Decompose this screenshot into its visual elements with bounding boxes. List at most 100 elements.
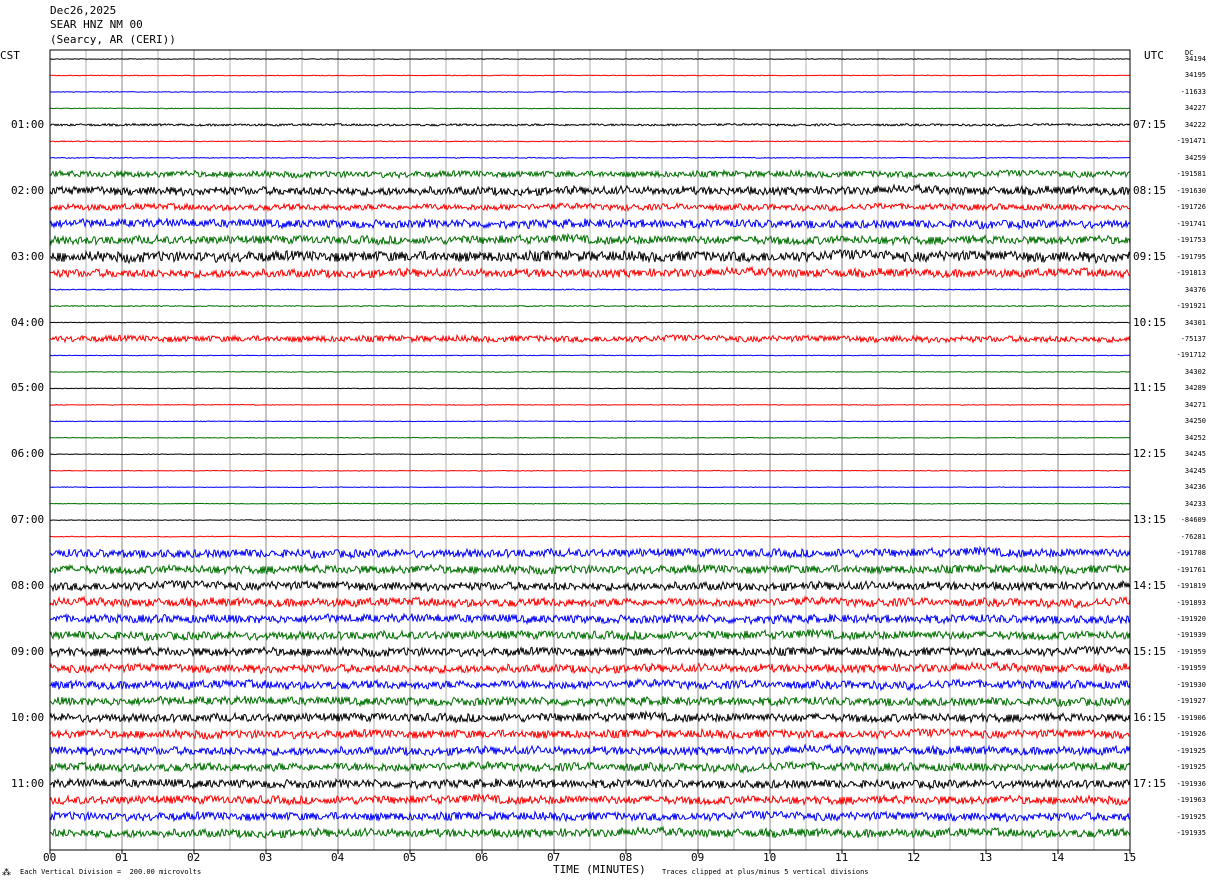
left-hour-label: 05:00 [11,381,45,395]
logo-icon: ⁂ [2,868,11,878]
plot-frame [49,49,1131,854]
seismic-trace-line [49,58,1131,60]
dc-offset-label: -191925 [1176,763,1206,772]
x-tick-label: 04 [331,851,345,864]
seismic-trace-line [49,370,1131,373]
right-hour-label: 10:15 [1133,315,1167,329]
seismic-trace-line [49,140,1131,143]
seismic-trace-line [49,535,1131,538]
dc-offset-label: -191795 [1176,252,1206,261]
dc-offset-label: 34376 [1184,285,1206,294]
dc-offset-label: -191959 [1176,664,1206,673]
seismic-trace-line [49,777,1131,791]
seismic-traces [49,58,1131,840]
seismic-trace-line [49,122,1131,127]
dc-offset-label: 34252 [1184,433,1206,442]
seismic-trace-line [49,660,1131,675]
x-tick-label: 06 [475,851,489,864]
dc-offset-label: -191712 [1176,351,1206,360]
seismic-trace-line [49,792,1131,807]
seismic-trace-line [49,248,1131,265]
x-tick-label: 00 [43,851,57,864]
seismic-trace-line [49,545,1131,560]
dc-offset-label: -191906 [1176,713,1206,722]
dc-offset-label: -191708 [1176,549,1206,558]
dc-offset-label: 34222 [1184,120,1206,129]
seismic-trace-line [49,183,1131,197]
x-tick-label: 05 [403,851,417,864]
seismic-trace-line [49,710,1131,724]
right-hour-label: 12:15 [1133,447,1167,461]
seismic-trace-line [49,321,1131,324]
seismic-trace-line [49,201,1130,213]
dc-offset-label: 34289 [1184,384,1206,393]
dc-offset-label: -76281 [1180,532,1206,541]
right-hour-label: 11:15 [1133,381,1167,395]
seismic-trace-line [49,453,1131,456]
dc-offset-label: -191925 [1176,746,1206,755]
right-hour-label: 15:15 [1133,644,1167,658]
x-tick-label: 01 [115,851,129,864]
dc-offset-label: -191819 [1176,582,1206,591]
dc-offset-label: -191921 [1176,302,1206,311]
dc-offset-label: -191581 [1176,170,1206,179]
dc-offset-label: 34245 [1184,466,1206,475]
seismic-trace-line [49,265,1131,280]
dc-offset-label: 34227 [1184,104,1206,113]
left-hour-label: 11:00 [11,776,45,790]
seismic-trace-line [49,627,1131,642]
dc-offset-label: -191726 [1176,203,1206,212]
clip-note: Traces clipped at plus/minus 5 vertical … [662,868,869,876]
dc-offset-label: -191963 [1176,796,1206,805]
dc-offset-label: -75137 [1180,334,1206,343]
seismic-trace-line [49,825,1131,840]
dc-offset-label: -84609 [1180,516,1206,525]
seismic-trace-line [49,156,1131,159]
seismic-trace-line [49,288,1131,291]
right-hour-label: 17:15 [1133,776,1167,790]
seismic-trace-line [49,502,1131,505]
dc-offset-label: -191471 [1176,137,1206,146]
dc-offset-header: DC [1185,49,1194,57]
seismic-trace-line [49,232,1131,247]
right-hour-label: 09:15 [1133,249,1167,263]
x-tick-label: 12 [907,851,921,864]
right-hour-label: 14:15 [1133,579,1167,593]
x-tick-label: 03 [259,851,273,864]
x-tick-label: 15 [1123,851,1137,864]
seismic-trace-line [49,74,1131,77]
dc-offset-label: 34245 [1184,450,1206,459]
seismic-trace-line [50,387,1131,390]
seismic-trace-line [49,519,1130,522]
left-hour-label: 09:00 [11,644,45,658]
dc-offset-label: -191936 [1176,779,1206,788]
seismic-trace-line [49,645,1131,659]
seismic-trace-line [49,304,1131,308]
dc-offset-label: -191930 [1176,680,1206,689]
seismic-trace-line [49,595,1131,610]
dc-offset-label: 34233 [1184,499,1206,508]
dc-offset-label: 34236 [1184,483,1206,492]
x-tick-label: 11 [835,851,849,864]
left-hour-label: 04:00 [11,315,45,329]
dc-offset-label: 34250 [1184,417,1206,426]
seismic-trace-line [49,677,1131,692]
x-axis-title: TIME (MINUTES) [553,863,646,876]
seismic-trace-line [49,107,1131,110]
left-hour-label: 01:00 [11,117,45,131]
dc-offset-label: -11633 [1180,87,1206,96]
seismic-trace-line [49,403,1131,406]
seismic-trace-line [49,612,1131,626]
right-timezone-label: UTC [1144,49,1164,62]
dc-offset-label: -191813 [1176,269,1206,278]
seismic-trace-line [49,562,1131,576]
left-hour-label: 02:00 [11,183,45,197]
dc-offset-label: -191926 [1176,730,1206,739]
left-hour-label: 03:00 [11,249,45,263]
seismic-trace-line [49,810,1131,823]
x-tick-label: 14 [1051,851,1065,864]
left-hour-label: 08:00 [11,579,45,593]
right-hour-label: 07:15 [1133,117,1167,131]
right-hour-label: 13:15 [1133,513,1167,527]
right-hour-label: 08:15 [1133,183,1167,197]
